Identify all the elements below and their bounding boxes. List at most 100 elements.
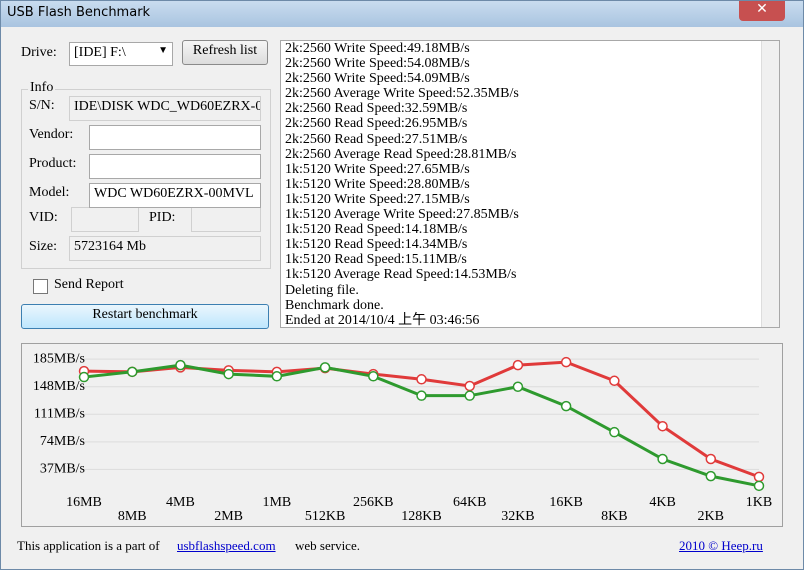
data-point	[753, 480, 765, 492]
x-tick-label: 64KB	[453, 495, 486, 510]
field-label: Vendor:	[29, 127, 74, 142]
data-point	[223, 368, 234, 380]
log-line: 1k:5120 Write Speed:27.15MB/s	[285, 191, 470, 207]
field-value: IDE\DISK WDC_WD60EZRX-0	[74, 99, 261, 114]
chart: 37MB/s 74MB/s 111MB/s 148MB/s 185MB/s 16MB 8MB…	[21, 343, 783, 527]
data-point	[271, 371, 283, 382]
log-line: 2k:2560 Write Speed:49.18MB/s	[285, 41, 470, 56]
log-line: 2k:2560 Read Speed:32.59MB/s	[285, 101, 468, 117]
y-tick-label: 185MB/s	[33, 351, 85, 366]
x-tick-label: 1KB	[746, 495, 772, 510]
x-tick-label: 16MB	[66, 495, 102, 510]
log-line: 2k:2560 Average Write Speed:52.35MB/s	[285, 86, 519, 102]
data-point	[705, 470, 717, 482]
field-label: Product:	[29, 156, 77, 171]
log-line: 1k:5120 Read Speed:15.11MB/s	[285, 252, 467, 268]
x-tick-label: 32KB	[501, 509, 534, 524]
log-line: 1k:5120 Read Speed:14.18MB/s	[285, 222, 468, 238]
size-value: 5723164 Mb	[74, 239, 146, 254]
data-point	[368, 371, 379, 382]
log-line: 1k:5120 Write Speed:27.65MB/s	[285, 161, 470, 177]
log-line: 1k:5120 Average Write Speed:27.85MB/s	[285, 207, 519, 223]
data-point	[416, 374, 427, 385]
data-point	[512, 381, 524, 392]
log-line: Benchmark done.	[285, 297, 384, 313]
log-box: 2k:2560 Write Speed:49.18MB/s 2k:2560 Wri…	[280, 40, 780, 328]
data-point	[416, 390, 427, 401]
close-button[interactable]: ✕	[739, 1, 785, 21]
field-box	[89, 154, 261, 179]
data-point	[126, 366, 138, 378]
x-tick-label: 8MB	[118, 509, 147, 524]
title-bar: USB Flash Benchmark ✕	[1, 1, 803, 27]
drive-label: Drive:	[21, 45, 57, 60]
log-line: 2k:2560 Write Speed:54.09MB/s	[285, 71, 470, 87]
data-point	[464, 390, 475, 401]
data-point	[657, 420, 668, 432]
window-title: USB Flash Benchmark	[7, 5, 151, 20]
field-label: Model:	[29, 185, 70, 200]
x-tick-label: 2KB	[698, 509, 724, 524]
y-tick-label: 74MB/s	[40, 434, 85, 449]
vid-label: VID:	[29, 210, 58, 225]
footer-text: This application is a part of	[17, 538, 160, 553]
x-tick-label: 1MB	[262, 495, 291, 510]
data-point	[657, 453, 668, 465]
data-point	[753, 471, 765, 483]
footer-suffix: web service.	[295, 538, 360, 553]
log-line: 2k:2560 Average Read Speed:28.81MB/s	[285, 146, 517, 162]
drive-value: [IDE] F:\	[74, 45, 126, 60]
x-tick-label: 512KB	[305, 509, 345, 524]
chart-frame	[21, 343, 783, 527]
vid-field	[71, 207, 139, 232]
data-point	[609, 426, 620, 438]
x-tick-label: 16KB	[549, 495, 582, 510]
field-box: WDC WD60EZRX-00MVL	[89, 183, 261, 208]
log-line: Ended at 2014/10/4 上午 03:46:56	[285, 312, 480, 328]
data-point	[319, 362, 331, 373]
send-report-label[interactable]: Send Report	[54, 277, 124, 292]
log-line: 2k:2560 Write Speed:54.08MB/s	[285, 56, 470, 72]
x-tick-label: 2MB	[214, 509, 243, 524]
field-value: WDC WD60EZRX-00MVL	[94, 186, 254, 201]
y-tick-label: 148MB/s	[33, 379, 85, 394]
scrollbar[interactable]	[761, 41, 779, 327]
x-tick-label: 4KB	[649, 495, 675, 510]
log-line: 1k:5120 Read Speed:14.34MB/s	[285, 237, 468, 253]
size-label: Size:	[29, 239, 57, 254]
x-tick-label: 128KB	[401, 509, 441, 524]
field-box	[89, 125, 261, 150]
info-label: Info	[28, 80, 56, 96]
x-tick-label: 256KB	[353, 495, 393, 510]
size-field: 5723164 Mb	[69, 236, 261, 261]
restart-button[interactable]: Restart benchmark	[21, 304, 269, 329]
footer-link[interactable]: usbflashspeed.com	[177, 538, 276, 553]
refresh-button[interactable]: Refresh list	[182, 40, 268, 65]
log-line: 1k:5120 Average Read Speed:14.53MB/s	[285, 267, 517, 283]
y-tick-label: 37MB/s	[40, 462, 85, 477]
data-point	[175, 359, 186, 371]
checkbox[interactable]	[33, 279, 48, 294]
log-line: 2k:2560 Read Speed:26.95MB/s	[285, 116, 468, 132]
copyright[interactable]: 2010 © Heep.ru	[679, 538, 763, 553]
x-tick-label: 8KB	[601, 509, 627, 524]
data-point	[512, 359, 524, 371]
data-point	[560, 356, 572, 368]
field-label: S/N:	[29, 98, 55, 113]
pid-field	[191, 207, 261, 232]
log-line: Deleting file.	[285, 282, 359, 298]
log-line: 1k:5120 Write Speed:28.80MB/s	[285, 176, 470, 192]
pid-label: PID:	[149, 210, 176, 225]
data-point	[705, 453, 717, 465]
y-tick-label: 111MB/s	[34, 407, 85, 422]
data-point	[609, 375, 620, 387]
data-point	[464, 380, 475, 392]
info-group	[21, 89, 271, 269]
data-point	[560, 400, 572, 412]
field-box: IDE\DISK WDC_WD60EZRX-0	[69, 96, 261, 121]
log-line: 2k:2560 Read Speed:27.51MB/s	[285, 131, 468, 147]
drive-select[interactable]: [IDE] F:\ ▼	[69, 42, 173, 66]
data-point	[78, 371, 90, 383]
